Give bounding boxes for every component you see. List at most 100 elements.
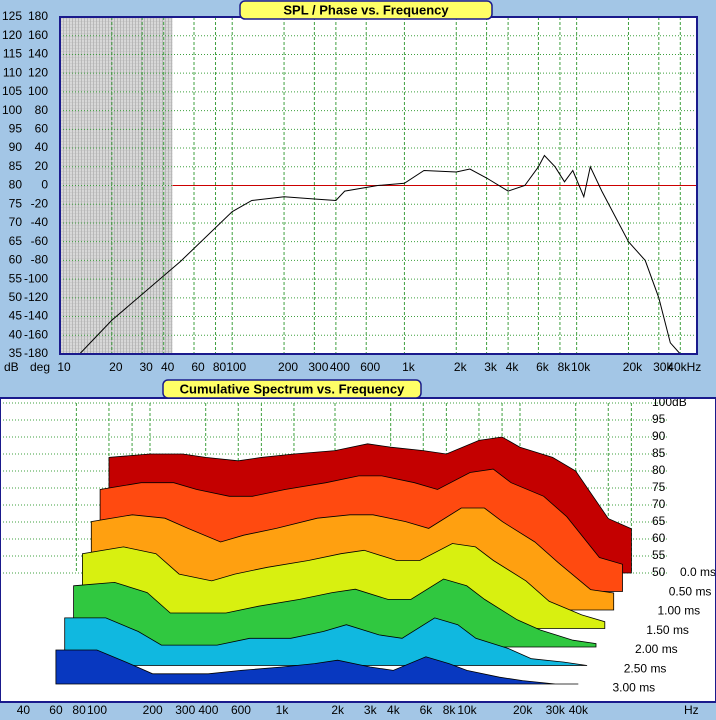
- x-tick-label: 60: [49, 703, 63, 717]
- y2-unit: deg: [30, 360, 50, 374]
- y-tick-label: 55: [9, 271, 23, 285]
- y-tick-label: 40: [9, 327, 23, 341]
- z-tick-label: 1.50 ms: [646, 623, 689, 637]
- y-tick-label: 55: [652, 548, 666, 562]
- x-tick-label: 80: [72, 703, 86, 717]
- y-tick-label: 125: [2, 9, 22, 23]
- y2-tick-label: 0: [41, 178, 48, 192]
- y2-tick-label: 160: [28, 28, 48, 42]
- x-tick-label: 30k: [653, 360, 673, 374]
- y2-tick-label: 80: [35, 103, 49, 117]
- y-tick-label: 75: [652, 480, 666, 494]
- x-tick-label: 4k: [506, 360, 520, 374]
- y2-tick-label: -20: [31, 196, 49, 210]
- x-tick-label: 3k: [364, 703, 378, 717]
- y-tick-label: 85: [652, 446, 666, 460]
- y-tick-label: 45: [9, 309, 23, 323]
- x-tick-label: 100: [87, 703, 107, 717]
- y2-tick-label: -160: [24, 327, 48, 341]
- x-tick-label: 6k: [536, 360, 550, 374]
- x-tick-label: 60: [191, 360, 205, 374]
- x-tick-label: 300: [175, 703, 195, 717]
- z-tick-label: 1.00 ms: [658, 604, 701, 618]
- y2-tick-label: 40: [35, 140, 49, 154]
- y-tick-label: 65: [652, 514, 666, 528]
- spectrum-slice: [64, 617, 588, 666]
- x-tick-label: 100: [226, 360, 246, 374]
- y-tick-label: 100: [2, 103, 22, 117]
- y-tick-label: 110: [3, 65, 22, 79]
- z-tick-label: 0.0 ms: [680, 565, 716, 579]
- y2-tick-label: -120: [24, 290, 48, 304]
- y-tick-label: 50: [652, 565, 666, 579]
- y-tick-label: 90: [9, 140, 23, 154]
- y2-tick-label: 100: [28, 84, 48, 98]
- y2-tick-label: 60: [35, 122, 49, 136]
- title-box: [162, 379, 422, 399]
- x-tick-label: 2k: [331, 703, 345, 717]
- z-tick-label: 3.00 ms: [613, 681, 656, 695]
- y2-tick-label: -140: [24, 309, 48, 323]
- y2-tick-label: -40: [31, 215, 49, 229]
- x-tick-label: 30k: [546, 703, 566, 717]
- x-tick-label: 600: [360, 360, 380, 374]
- y-tick-label: 60: [9, 253, 23, 267]
- chart-title: SPL / Phase vs. Frequency: [283, 2, 449, 17]
- y2-tick-label: 140: [28, 47, 48, 61]
- y-tick-label: 65: [9, 234, 23, 248]
- x-tick-label: 10k: [457, 703, 477, 717]
- x-tick-label: 400: [330, 360, 350, 374]
- x-tick-label: 30: [139, 360, 153, 374]
- y-tick-label: 85: [9, 159, 23, 173]
- y-unit: dB: [4, 360, 19, 374]
- x-tick-label: 6k: [420, 703, 434, 717]
- x-tick-label: 10: [57, 360, 71, 374]
- y-tick-label: 70: [652, 497, 666, 511]
- x-tick-label: 200: [143, 703, 163, 717]
- y2-tick-label: -60: [31, 234, 49, 248]
- y-tick-label: 105: [2, 84, 22, 98]
- z-tick-label: 0.50 ms: [669, 584, 712, 598]
- chart-title: Cumulative Spectrum vs. Frequency: [180, 381, 405, 396]
- y-tick-label: 60: [652, 531, 666, 545]
- y2-tick-label: -100: [24, 271, 48, 285]
- y2-tick-label: -80: [31, 253, 49, 267]
- y-tick-label: 80: [652, 463, 666, 477]
- y-tick-label: 120: [2, 28, 22, 42]
- spectrum-slice: [55, 649, 579, 685]
- y-tick-label: 80: [9, 178, 23, 192]
- x-tick-label: 1k: [276, 703, 290, 717]
- x-tick-label: 200: [278, 360, 298, 374]
- y-tick-label: 115: [3, 47, 22, 61]
- y-tick-label: 95: [9, 122, 23, 136]
- x-tick-label: 3k: [484, 360, 498, 374]
- z-tick-label: 2.50 ms: [624, 661, 667, 675]
- x-tick-label: 40: [161, 360, 175, 374]
- x-tick-label: 20: [109, 360, 123, 374]
- x-tick-label: 20k: [513, 703, 533, 717]
- x-tick-label: 400: [198, 703, 218, 717]
- title-box: [239, 0, 493, 20]
- y-tick-label: 95: [652, 412, 666, 426]
- x-tick-label: 80: [213, 360, 227, 374]
- y-tick-label: 75: [9, 196, 23, 210]
- y2-tick-label: 20: [35, 159, 49, 173]
- x-tick-label: 600: [231, 703, 251, 717]
- x-tick-label: 20k: [623, 360, 643, 374]
- y2-tick-label: 180: [28, 9, 48, 23]
- x-tick-label: 300: [308, 360, 328, 374]
- spl-curve: [79, 154, 681, 355]
- shaded-range: [60, 17, 173, 354]
- x-tick-label: 8k: [443, 703, 457, 717]
- y-tick-label: 90: [652, 429, 666, 443]
- x-tick-label: 40: [17, 703, 31, 717]
- y2-tick-label: -180: [24, 346, 48, 360]
- x-tick-label: 40k: [569, 703, 589, 717]
- x-tick-label: 2k: [454, 360, 468, 374]
- z-tick-label: 2.00 ms: [635, 642, 678, 656]
- y2-tick-label: 120: [28, 65, 48, 79]
- x-tick-label: 40kHz: [667, 360, 701, 374]
- x-unit: Hz: [684, 703, 699, 717]
- y-tick-label: 35: [9, 346, 23, 360]
